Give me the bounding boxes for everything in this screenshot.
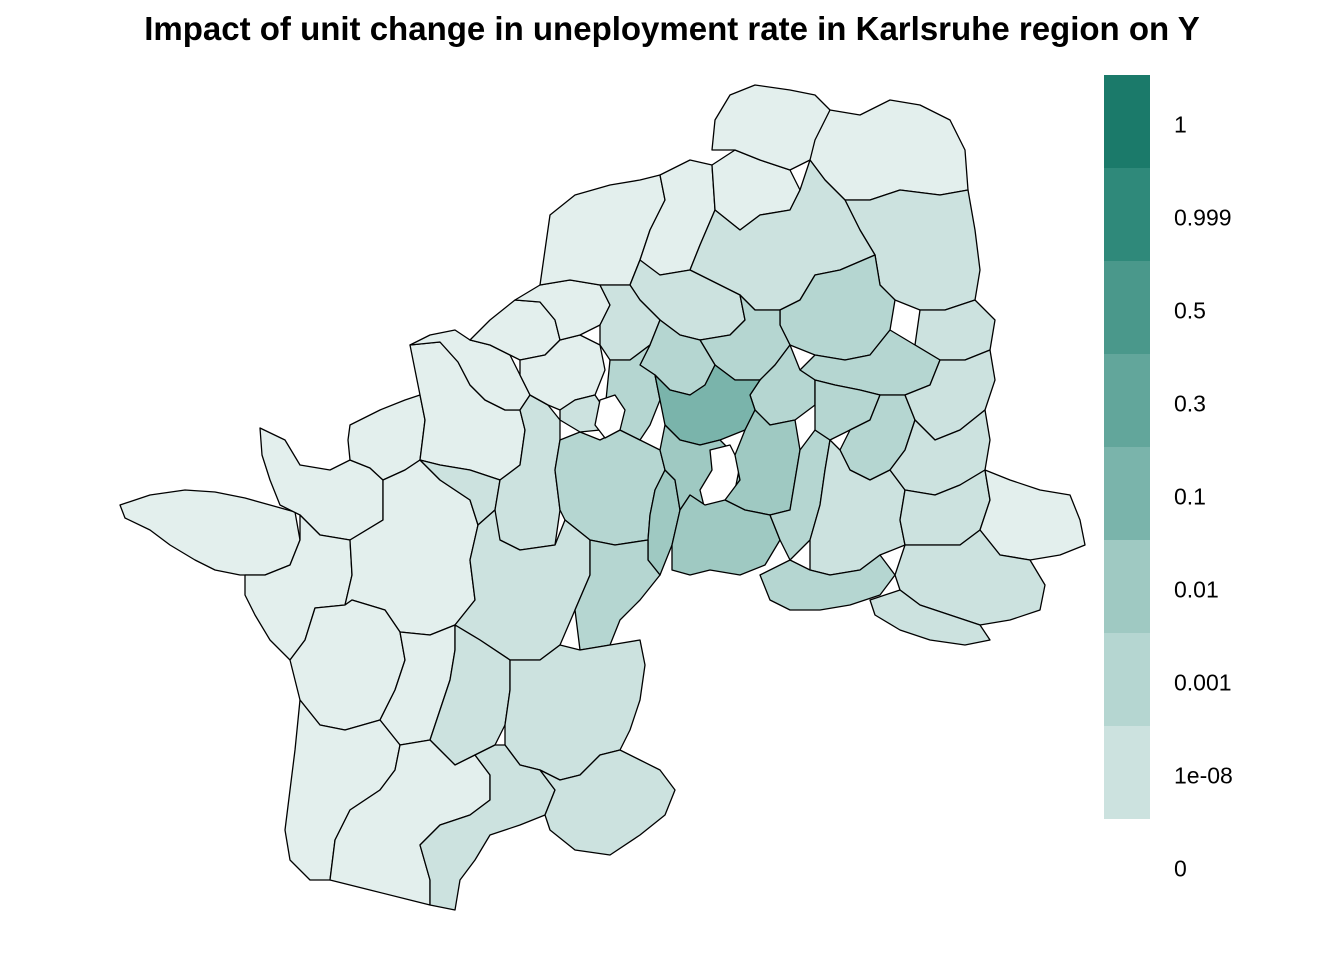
region-luxembourg[interactable]: [559, 394, 606, 433]
region-karlsruhe-missing[interactable]: [594, 394, 626, 439]
legend-swatch: [1104, 168, 1150, 261]
legend-label: 0.999: [1174, 204, 1232, 231]
legend-swatch: [1104, 447, 1150, 540]
legend-swatch: [1104, 633, 1150, 726]
region-bretagne[interactable]: [119, 489, 301, 576]
legend-swatch: [1104, 75, 1150, 168]
legend-swatch: [1104, 261, 1150, 354]
legend-label: 1e-08: [1174, 762, 1233, 789]
region-austria-south[interactable]: [869, 589, 991, 646]
legend-label: 0: [1174, 855, 1187, 882]
legend-swatch: [1104, 540, 1150, 633]
region-languedoc-roussillon[interactable]: [419, 744, 556, 911]
map-title: Impact of unit change in uneployment rat…: [144, 10, 1200, 47]
legend-label: 0.001: [1174, 669, 1232, 696]
legend-swatch: [1104, 726, 1150, 819]
legend-swatch: [1104, 354, 1150, 447]
legend-label: 1: [1174, 111, 1187, 138]
region-franche-comte[interactable]: [574, 539, 661, 651]
legend-label: 0.01: [1174, 576, 1219, 603]
region-mecklenburg[interactable]: [809, 99, 969, 201]
region-austria-east[interactable]: [979, 469, 1086, 561]
choropleth-map: [119, 84, 1086, 911]
legend-label: 0.5: [1174, 297, 1206, 324]
region-provence[interactable]: [539, 749, 676, 856]
legend-label: 0.3: [1174, 390, 1206, 417]
legend-label: 0.1: [1174, 483, 1206, 510]
